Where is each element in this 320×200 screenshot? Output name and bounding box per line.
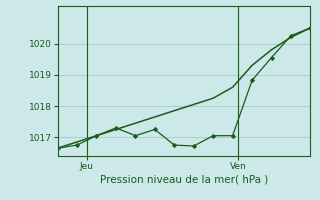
X-axis label: Pression niveau de la mer( hPa ): Pression niveau de la mer( hPa ): [100, 175, 268, 185]
